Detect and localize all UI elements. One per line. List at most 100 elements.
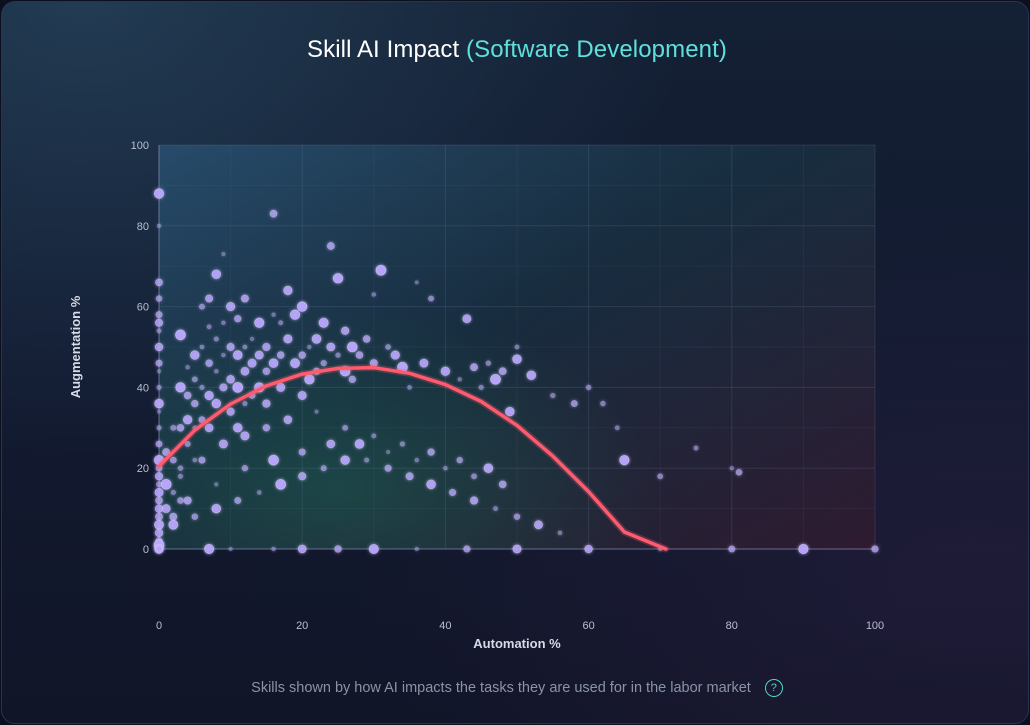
- data-point: [177, 473, 184, 479]
- data-point: [533, 520, 543, 530]
- data-point: [419, 358, 429, 368]
- x-tick-label-20: 20: [296, 620, 308, 632]
- data-point: [154, 472, 164, 481]
- y-tick-label-20: 20: [137, 463, 149, 475]
- data-point: [211, 398, 222, 409]
- data-point: [498, 480, 507, 489]
- data-point: [371, 292, 377, 297]
- data-point: [211, 269, 222, 280]
- data-point: [297, 544, 307, 554]
- data-point: [456, 456, 463, 464]
- data-point: [318, 317, 329, 328]
- data-point: [170, 424, 177, 431]
- data-point: [191, 399, 199, 408]
- y-tick-label-60: 60: [137, 302, 149, 314]
- data-point: [221, 320, 226, 326]
- data-point: [155, 295, 163, 302]
- data-point: [600, 400, 606, 407]
- data-point: [156, 369, 162, 374]
- data-point: [169, 512, 178, 521]
- data-point: [513, 513, 521, 520]
- data-point: [183, 391, 192, 400]
- data-point: [457, 377, 462, 382]
- data-point: [232, 350, 243, 360]
- data-point: [176, 423, 185, 432]
- data-point: [156, 409, 162, 414]
- chart-footer: Skills shown by how AI impacts the tasks…: [2, 679, 1028, 697]
- data-point: [268, 454, 279, 466]
- data-point: [170, 489, 177, 496]
- data-point: [214, 368, 219, 374]
- data-point: [169, 456, 177, 464]
- data-point: [414, 546, 419, 552]
- data-point: [154, 519, 164, 530]
- data-point: [478, 384, 484, 391]
- data-point: [160, 479, 172, 490]
- data-point: [155, 512, 163, 521]
- data-point: [289, 309, 301, 320]
- data-point: [448, 488, 457, 497]
- data-point: [427, 448, 435, 456]
- data-point: [320, 465, 327, 472]
- data-point: [214, 482, 219, 487]
- data-point: [276, 351, 285, 359]
- data-point: [283, 334, 293, 344]
- data-point: [161, 504, 171, 514]
- data-point: [156, 425, 162, 431]
- data-point: [240, 294, 249, 303]
- data-point: [185, 364, 190, 370]
- data-point: [428, 295, 435, 302]
- data-point: [311, 334, 322, 344]
- data-point: [362, 335, 371, 343]
- chart-title-main: Skill AI Impact: [307, 36, 460, 63]
- data-point: [241, 465, 249, 472]
- data-point: [206, 324, 212, 330]
- data-point: [384, 464, 392, 472]
- data-point: [297, 390, 307, 400]
- data-point: [254, 350, 264, 360]
- data-point: [290, 358, 300, 369]
- data-point: [204, 543, 215, 555]
- data-point: [354, 439, 365, 449]
- data-point: [155, 278, 163, 287]
- data-point: [240, 366, 250, 376]
- data-point: [205, 359, 213, 367]
- data-point: [283, 415, 293, 425]
- data-point: [156, 384, 162, 391]
- data-point: [154, 487, 164, 498]
- data-point: [440, 366, 451, 376]
- data-point: [493, 506, 498, 512]
- data-point: [154, 528, 164, 538]
- data-point: [183, 496, 192, 505]
- data-point: [198, 456, 206, 464]
- data-point: [735, 468, 743, 476]
- data-point: [191, 376, 198, 383]
- data-point: [298, 472, 307, 481]
- data-point: [298, 351, 306, 359]
- data-point: [798, 543, 809, 555]
- data-point: [184, 440, 191, 447]
- help-icon[interactable]: ?: [764, 679, 783, 697]
- data-point: [154, 318, 164, 327]
- data-point: [221, 252, 226, 257]
- data-point: [307, 344, 312, 350]
- y-axis-title: Augmentation %: [68, 295, 83, 398]
- x-tick-label-80: 80: [726, 620, 738, 632]
- data-point: [584, 544, 593, 554]
- data-point: [190, 350, 200, 360]
- data-point: [276, 382, 286, 392]
- data-point: [168, 519, 179, 530]
- data-point: [729, 465, 735, 471]
- chart-subtitle: (Software Development): [466, 36, 727, 63]
- data-point: [254, 317, 265, 328]
- data-point: [256, 490, 262, 495]
- data-point: [871, 545, 879, 553]
- data-point: [335, 352, 341, 358]
- data-point: [386, 450, 391, 455]
- y-tick-label-0: 0: [143, 544, 149, 556]
- data-point: [221, 352, 226, 358]
- x-tick-label-40: 40: [439, 620, 451, 632]
- data-point: [154, 398, 164, 409]
